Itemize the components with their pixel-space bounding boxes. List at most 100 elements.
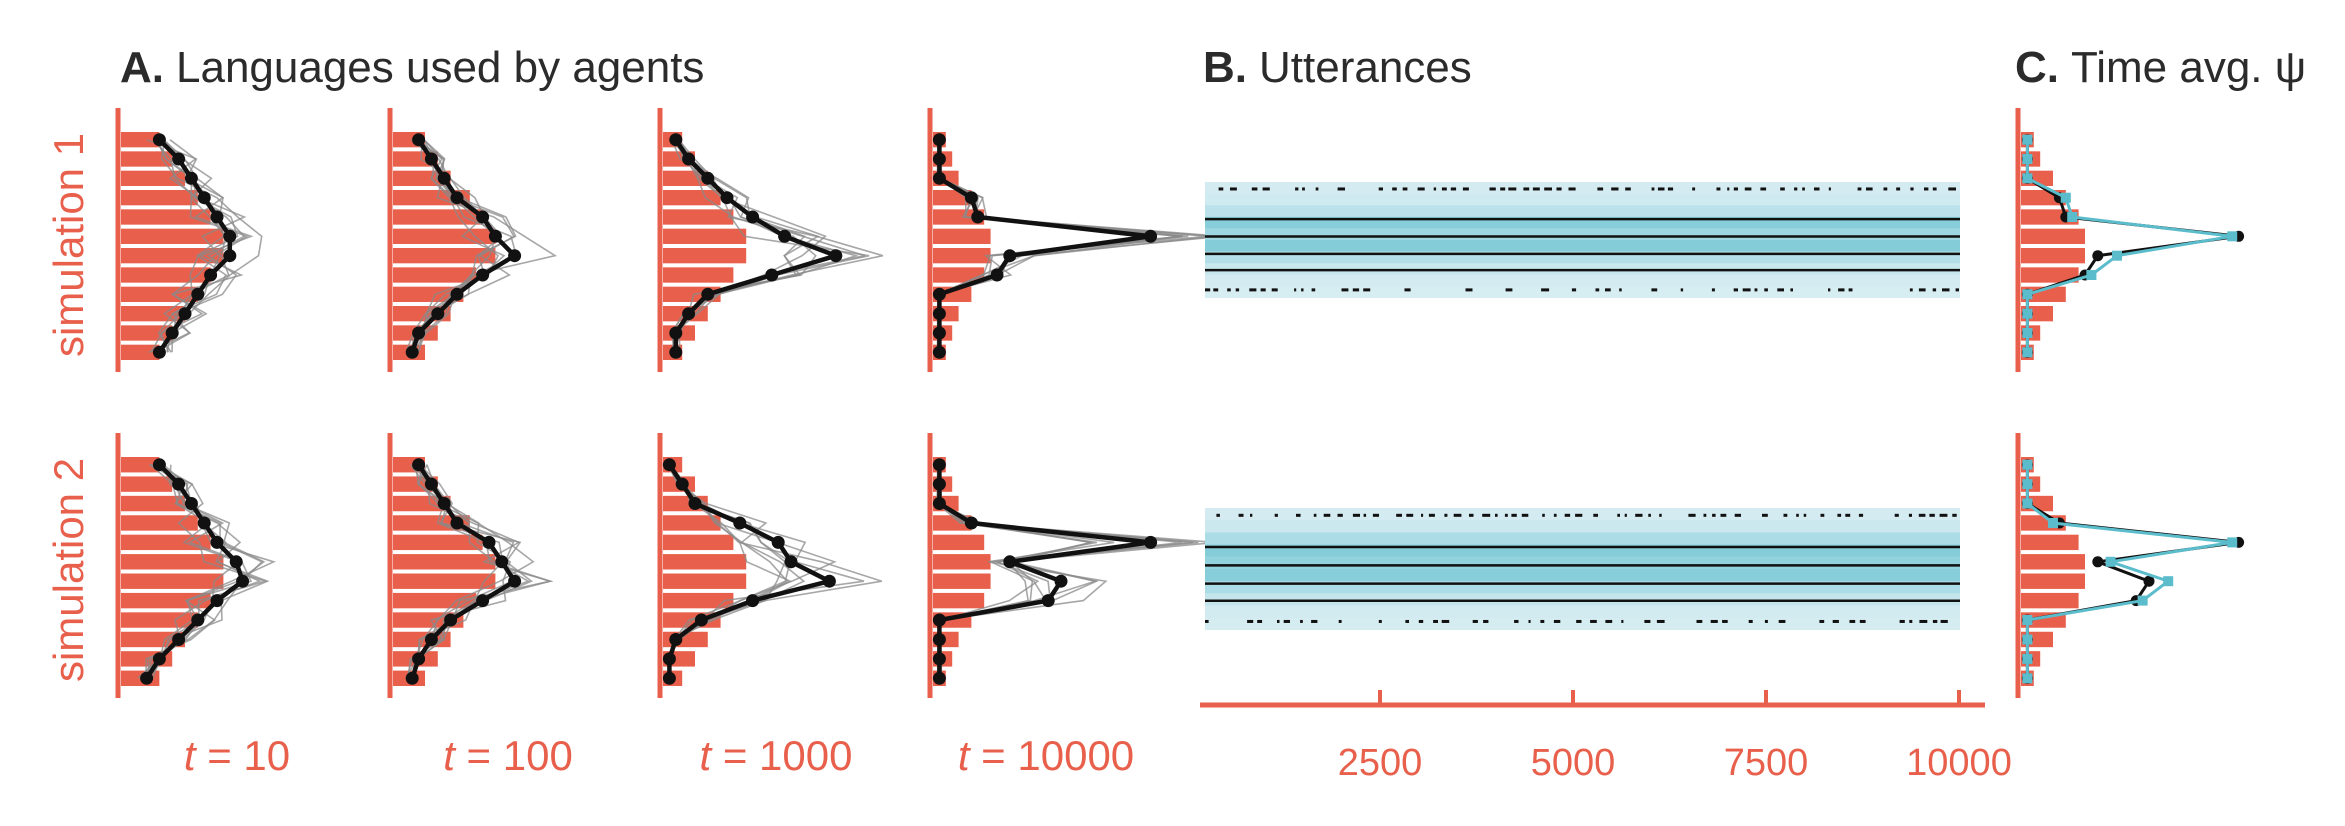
b-utterance-dot-r2-2-27	[1710, 619, 1718, 623]
b-utterance-dot-r2-2-26	[1696, 619, 1703, 623]
b-utterance-dot-r2-1-33	[1659, 513, 1662, 517]
b-utterance-dot-r2-2-39	[1932, 619, 1938, 623]
b-utterance-dot-r1-1-23	[1556, 187, 1562, 191]
c-r1-teal-point-7	[2112, 250, 2122, 261]
b-utterance-dot-r1-2-19	[1595, 288, 1600, 292]
a-r2-c1-point-2	[172, 477, 186, 491]
b-utterance-dot-r1-1-6	[1302, 187, 1305, 191]
a-r1-c3-point-12	[669, 345, 683, 359]
b-utterance-dot-r2-2-16	[1514, 619, 1519, 623]
b-utterance-dot-r2-2-5	[1283, 619, 1290, 623]
b-utterance-dot-r2-2-37	[1909, 619, 1913, 623]
b-utterance-dot-r2-1-18	[1469, 513, 1474, 517]
a-r1-c1-bar-7	[121, 248, 224, 264]
b-utterance-dot-r1-1-27	[1625, 187, 1631, 191]
c-r2-teal-point-9	[2022, 615, 2033, 625]
a-r1-c4-bar-7	[933, 248, 991, 264]
b-utterance-dot-r1-2-2	[1213, 288, 1219, 292]
b-utterance-dot-r2-1-38	[1734, 513, 1741, 517]
b-utterance-dot-r2-1-34	[1688, 513, 1696, 517]
a-r2-c3-point-7	[822, 574, 836, 588]
a-r1-c2-point-8	[476, 268, 490, 282]
b-utterance-dot-r2-1-28	[1593, 513, 1598, 517]
a-r2-c4-point-3	[932, 497, 946, 510]
c-r2-teal-point-1	[2022, 459, 2033, 470]
b-utterance-dot-r2-1-37	[1720, 513, 1727, 517]
b-utterance-dot-r2-1-13	[1406, 513, 1414, 517]
a-r2-c1-agent-line-5	[147, 464, 253, 679]
a-r2-c2-point-7	[508, 574, 522, 588]
a-r1-c4-point-9	[932, 287, 946, 301]
b-utterance-dot-r2-2-9	[1378, 619, 1382, 623]
b-utterance-dot-r2-2-19	[1553, 619, 1561, 623]
b-utterance-dot-r1-1-45	[1896, 187, 1901, 191]
a-r1-c2-bar-8	[393, 267, 477, 283]
a-r2-c4-point-4	[964, 516, 978, 530]
a-r2-c3-bar-8	[663, 592, 734, 609]
a-r1-c3-point-8	[765, 268, 779, 282]
a-r2-c2-point-11	[412, 652, 426, 666]
a-r2-c2-point-5	[482, 535, 496, 549]
a-r2-c4-point-6	[1003, 555, 1017, 569]
b-utterance-dot-r1-1-34	[1733, 187, 1738, 191]
b-utterance-dot-r1-2-12	[1352, 288, 1360, 292]
a-r1-c3-point-2	[682, 152, 696, 166]
a-r2-c1-bar-7	[121, 573, 224, 589]
b-utterance-dot-r2-2-29	[1748, 619, 1753, 623]
b-utterance-dot-r1-1-35	[1744, 187, 1752, 191]
b-utterance-dot-r1-2-9	[1301, 288, 1304, 292]
b-utterance-dot-r1-1-3	[1251, 187, 1258, 191]
b-utterance-dot-r2-1-32	[1648, 513, 1651, 517]
b-utterance-dot-r2-1-42	[1803, 513, 1807, 517]
a-r2-c3-point-9	[694, 613, 708, 627]
b-utterance-dot-r1-1-36	[1760, 187, 1767, 191]
a-r2-c4-agent-line-7	[936, 464, 1092, 679]
b-utterance-dot-r1-1-20	[1523, 187, 1530, 191]
b-utterance-dot-r1-1-40	[1814, 187, 1820, 191]
b-heatmap-band-r2-3	[1205, 532, 1960, 545]
a-r1-c3-point-7	[829, 249, 843, 263]
a-r2-c2-point-12	[405, 671, 419, 685]
b-utterance-dot-r2-1-45	[1845, 513, 1851, 517]
a-r1-c1-point-7	[223, 249, 237, 263]
a-r1-c1-point-3	[184, 171, 198, 185]
a-r1-c4-point-7	[1003, 249, 1017, 263]
c-r2-teal-line	[2025, 464, 2233, 679]
a-r1-c4-point-12	[932, 345, 946, 359]
a-r1-c4-agent-line-7	[936, 139, 1180, 353]
b-utterance-dot-r2-1-24	[1542, 513, 1545, 517]
a-r2-c1-point-3	[184, 497, 198, 510]
a-r1-c3-point-4	[720, 191, 734, 205]
b-utterance-dot-r1-1-30	[1667, 187, 1674, 191]
a-r1-c1-bar-4	[121, 190, 198, 206]
a-r2-c1-point-7	[236, 574, 250, 588]
c-r2-teal-point-2	[2022, 479, 2033, 490]
b-utterance-dot-r1-1-1	[1218, 187, 1224, 191]
b-utterance-dot-r2-1-35	[1703, 513, 1707, 517]
a-r2-c4-point-12	[932, 671, 946, 685]
a-r1-c3-bar-4	[663, 190, 721, 206]
a-r1-c2-point-4	[450, 191, 464, 205]
plot-area	[115, 108, 2245, 708]
a-r2-c2-point-1	[412, 458, 426, 472]
b-xtick-2500: 2500	[1338, 742, 1423, 784]
a-r1-c2-point-5	[476, 210, 490, 224]
b-utterance-dot-r2-1-48	[1908, 513, 1912, 517]
a-r1-c3-bar-8	[663, 267, 734, 283]
b-utterance-dot-r1-1-44	[1883, 187, 1888, 191]
a-r2-c2-point-6	[495, 555, 509, 569]
b-utterance-dot-r2-2-40	[1940, 619, 1948, 623]
title-c: C. Time avg. ψ	[2015, 43, 2306, 92]
c-r2-bar-7	[2021, 573, 2085, 589]
a-r2-c4-agent-line-5	[936, 464, 1182, 679]
b-utterance-dot-r2-1-3	[1250, 513, 1253, 517]
a-r1-c1-agent-line-4	[150, 139, 230, 353]
b-utterance-dot-r2-1-8	[1337, 513, 1343, 517]
c-r1-black-line	[2025, 139, 2239, 353]
b-heatmap-band-r1-6	[1205, 240, 1960, 252]
b-heatmap-band-r2-5	[1205, 556, 1960, 569]
b-utterance-dot-r2-1-52	[1952, 513, 1957, 517]
b-utterance-dot-r2-1-50	[1929, 513, 1935, 517]
row-label-2: simulation 2	[45, 458, 92, 682]
a-r2-c1-point-8	[210, 594, 224, 608]
